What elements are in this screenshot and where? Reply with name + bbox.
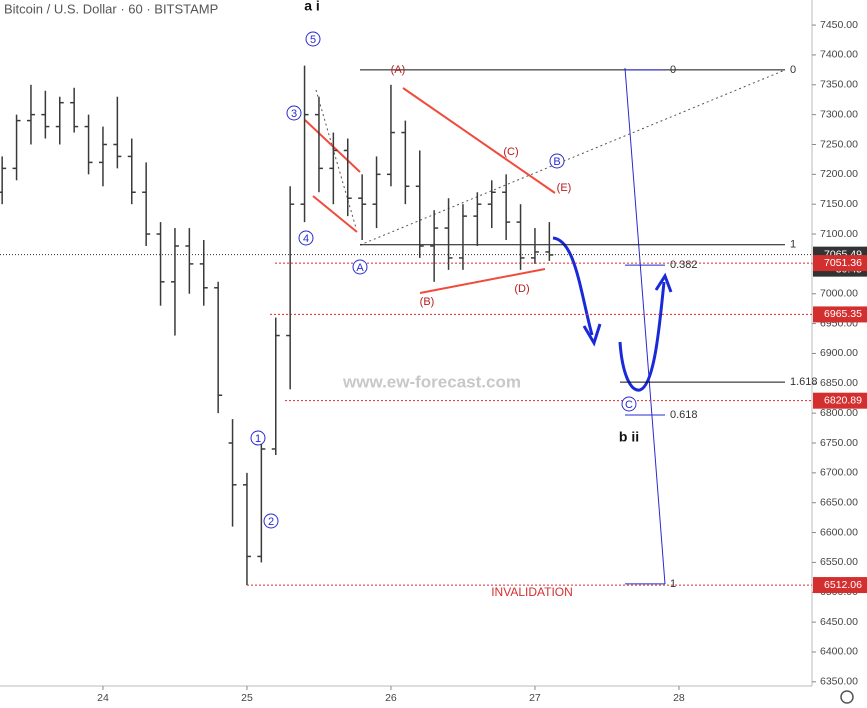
fib-label: 0.618 <box>670 409 698 421</box>
chart-title: Bitcoin / U.S. Dollar · 60 · BITSTAMP <box>4 1 218 16</box>
wave-label: B <box>553 156 560 168</box>
settings-icon[interactable] <box>840 690 854 704</box>
y-tick-label: 6600.00 <box>820 526 858 538</box>
y-tick-label: 7200.00 <box>820 168 858 180</box>
wave-label: A <box>356 262 364 274</box>
wave-circle <box>298 230 314 246</box>
arrow-head <box>654 272 673 293</box>
trendline <box>304 119 361 173</box>
wave-label: 1 <box>255 433 261 445</box>
y-tick-label: 6650.00 <box>820 496 858 508</box>
y-tick-label: 6900.00 <box>820 347 858 359</box>
y-tick-label: 6350.00 <box>820 676 858 688</box>
y-tick-label: 7250.00 <box>820 138 858 150</box>
wave-label: 4 <box>303 233 309 245</box>
x-tick-label: 27 <box>529 692 541 704</box>
y-tick-label: 7300.00 <box>820 108 858 120</box>
wave-circle <box>263 513 279 529</box>
x-tick-label: 26 <box>385 692 397 704</box>
projection-arrow <box>618 281 666 392</box>
fib-label: 1 <box>670 578 676 590</box>
price-label: 6512.06 <box>824 579 862 591</box>
arrow-head <box>582 323 602 347</box>
bracket-label: (D) <box>514 283 529 295</box>
y-tick-label: 7150.00 <box>820 198 858 210</box>
trend-dotted <box>359 69 786 246</box>
bracket-label: (C) <box>503 146 518 158</box>
wave-label: C <box>625 399 633 411</box>
wave-label: 2 <box>268 516 274 528</box>
y-tick-label: 7350.00 <box>820 79 858 91</box>
invalidation-label: INVALIDATION <box>491 585 573 599</box>
trend-dotted <box>315 89 357 229</box>
wave-circle <box>352 259 368 275</box>
wave-label: 3 <box>291 108 297 120</box>
y-tick-label: 7100.00 <box>820 228 858 240</box>
projection-arrow <box>552 236 594 336</box>
y-tick-label: 7000.00 <box>820 288 858 300</box>
price-label: 6965.35 <box>824 308 862 320</box>
price-label: 6820.89 <box>824 394 862 406</box>
y-tick-label: 6750.00 <box>820 437 858 449</box>
wave-label: 5 <box>310 34 316 46</box>
fib-diagonal <box>624 67 666 585</box>
degree-label: b ii <box>619 429 639 445</box>
fib-label: 1.618 <box>790 376 818 388</box>
fib-label: 1 <box>790 239 796 251</box>
y-tick-label: 6850.00 <box>820 377 858 389</box>
wave-circle <box>286 105 302 121</box>
x-tick-label: 24 <box>97 692 109 704</box>
trendline <box>402 87 556 194</box>
wave-circle <box>621 396 637 412</box>
x-tick-label: 28 <box>673 692 685 704</box>
y-tick-label: 6400.00 <box>820 646 858 658</box>
price-label: 7051.36 <box>824 257 862 269</box>
y-tick-label: 7400.00 <box>820 49 858 61</box>
degree-label: a i <box>304 0 320 14</box>
bracket-label: (E) <box>557 182 572 194</box>
price-label-box <box>813 392 867 409</box>
wave-circle <box>250 430 266 446</box>
fib-label: 0.382 <box>670 259 698 271</box>
wave-circle <box>549 153 565 169</box>
price-label-box <box>813 306 867 323</box>
x-tick-label: 25 <box>241 692 253 704</box>
trendline <box>419 268 546 294</box>
y-tick-label: 7450.00 <box>820 19 858 31</box>
price-label-box <box>813 255 867 272</box>
y-tick-label: 6450.00 <box>820 616 858 628</box>
watermark: www.ew-forecast.com <box>342 372 521 391</box>
wave-circle <box>305 31 321 47</box>
price-label-box <box>813 577 867 594</box>
bracket-label: (B) <box>420 296 435 308</box>
bracket-label: (A) <box>391 64 406 76</box>
y-tick-label: 6700.00 <box>820 467 858 479</box>
fib-label: 0 <box>790 64 796 76</box>
y-tick-label: 6550.00 <box>820 556 858 568</box>
trendline <box>312 195 358 233</box>
y-tick-label: 6800.00 <box>820 407 858 419</box>
fib-label: 0 <box>670 64 676 76</box>
